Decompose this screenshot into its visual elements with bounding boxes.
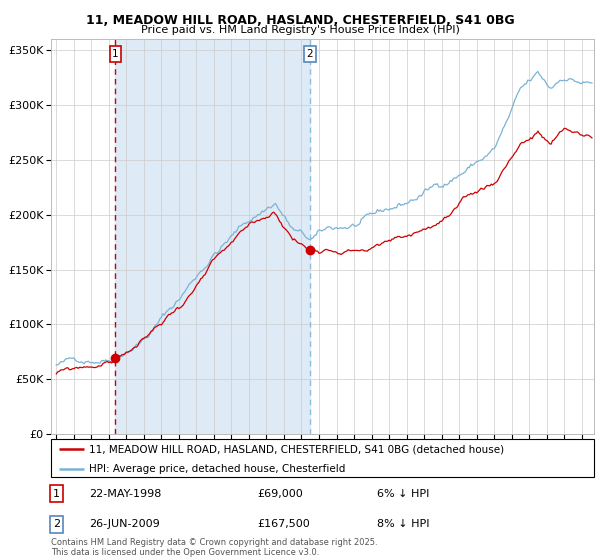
Text: HPI: Average price, detached house, Chesterfield: HPI: Average price, detached house, Ches… bbox=[89, 464, 346, 474]
Text: £69,000: £69,000 bbox=[257, 489, 303, 498]
Text: £167,500: £167,500 bbox=[257, 520, 310, 529]
FancyBboxPatch shape bbox=[51, 439, 594, 477]
Text: 2: 2 bbox=[53, 520, 60, 529]
Text: 6% ↓ HPI: 6% ↓ HPI bbox=[377, 489, 429, 498]
Text: Contains HM Land Registry data © Crown copyright and database right 2025.
This d: Contains HM Land Registry data © Crown c… bbox=[51, 538, 377, 557]
Text: 1: 1 bbox=[112, 49, 119, 59]
Text: 22-MAY-1998: 22-MAY-1998 bbox=[89, 489, 161, 498]
Text: 11, MEADOW HILL ROAD, HASLAND, CHESTERFIELD, S41 0BG: 11, MEADOW HILL ROAD, HASLAND, CHESTERFI… bbox=[86, 14, 514, 27]
Text: 8% ↓ HPI: 8% ↓ HPI bbox=[377, 520, 430, 529]
Text: Price paid vs. HM Land Registry's House Price Index (HPI): Price paid vs. HM Land Registry's House … bbox=[140, 25, 460, 35]
Bar bbox=[115, 39, 310, 434]
Text: 1: 1 bbox=[53, 489, 60, 498]
Text: 26-JUN-2009: 26-JUN-2009 bbox=[89, 520, 160, 529]
Text: 11, MEADOW HILL ROAD, HASLAND, CHESTERFIELD, S41 0BG (detached house): 11, MEADOW HILL ROAD, HASLAND, CHESTERFI… bbox=[89, 444, 504, 454]
Text: 2: 2 bbox=[307, 49, 313, 59]
